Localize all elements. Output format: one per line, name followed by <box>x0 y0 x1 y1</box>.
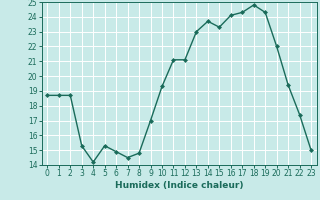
X-axis label: Humidex (Indice chaleur): Humidex (Indice chaleur) <box>115 181 244 190</box>
